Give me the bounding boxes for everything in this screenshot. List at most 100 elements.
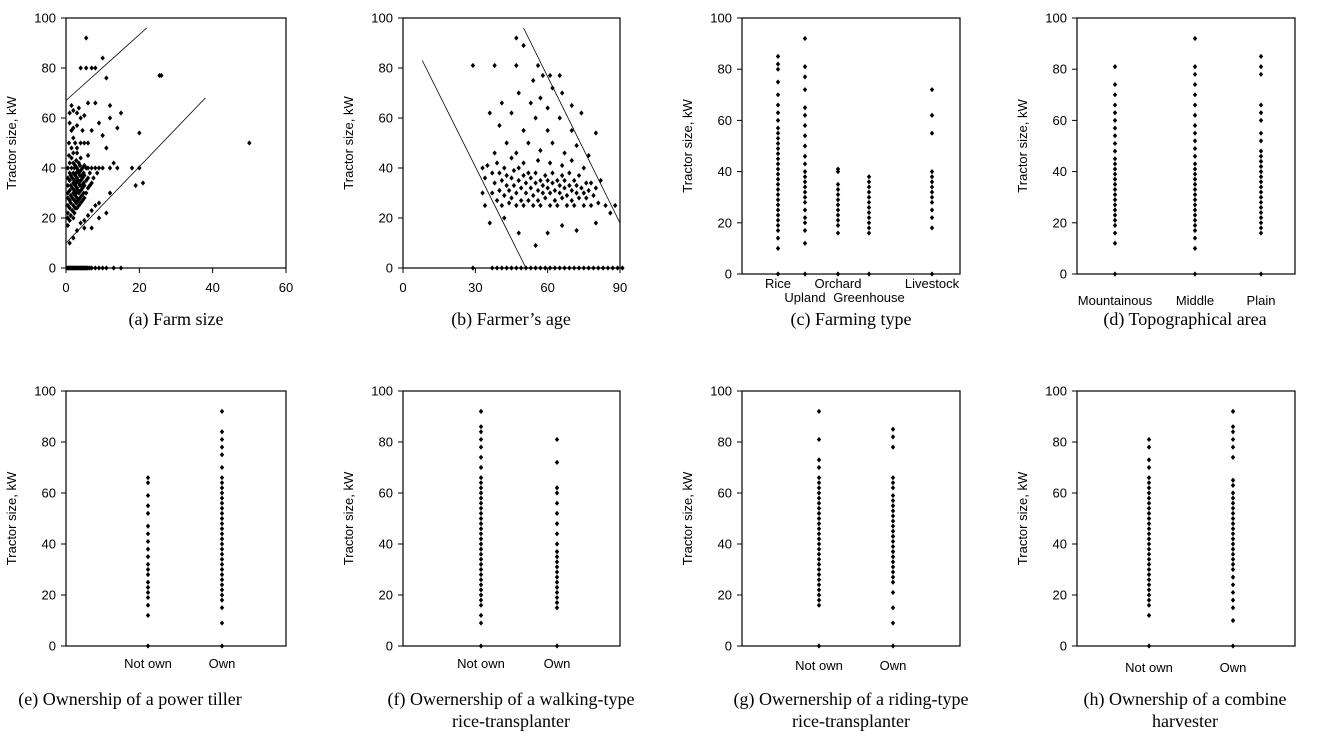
data-point [1146, 464, 1152, 471]
data-point [816, 587, 822, 593]
data-point [802, 122, 808, 129]
data-point [584, 195, 589, 201]
y-tick-label: 40 [42, 537, 56, 552]
data-point [1230, 495, 1236, 501]
data-point [554, 584, 560, 590]
data-point [775, 181, 781, 187]
data-point [1112, 217, 1118, 223]
data-point [554, 541, 560, 547]
data-point [559, 195, 565, 201]
data-point [1112, 197, 1118, 203]
y-tick-label: 40 [718, 537, 732, 552]
plot-frame [402, 390, 621, 647]
data-point [72, 162, 78, 169]
data-point [562, 177, 567, 184]
data-point [118, 110, 124, 116]
data-point [535, 62, 541, 69]
data-point [83, 177, 89, 184]
data-point [78, 167, 83, 174]
data-point [802, 35, 808, 42]
data-point [591, 265, 596, 271]
data-point [219, 546, 225, 552]
data-point [478, 577, 484, 583]
data-point [1146, 500, 1152, 506]
y-tick-label: 60 [1053, 486, 1067, 501]
data-point [145, 602, 151, 608]
data-point [66, 140, 72, 146]
data-point [478, 620, 484, 626]
data-point [91, 175, 96, 181]
data-point [535, 197, 541, 204]
category-label: Not own [795, 658, 843, 673]
data-point [482, 202, 488, 209]
data-point [835, 202, 841, 208]
data-point [1258, 148, 1264, 154]
data-point [775, 207, 781, 213]
category-label: Own [544, 656, 571, 671]
data-point [890, 605, 896, 611]
data-point [866, 174, 872, 180]
x-tick-label: 30 [468, 280, 482, 295]
data-point [85, 152, 91, 159]
data-point [816, 526, 822, 532]
data-point [219, 531, 225, 537]
data-point [866, 209, 872, 216]
data-point [72, 210, 77, 216]
data-point [1192, 92, 1198, 98]
data-point [219, 592, 225, 598]
chart-b: 0 20 40 60 80 100 Tractor size, kW 0 30 60 90 (b) F… [341, 11, 627, 331]
data-point [775, 227, 781, 234]
data-point [1112, 64, 1118, 70]
data-point [890, 643, 896, 649]
data-point [67, 120, 72, 126]
data-point [72, 140, 78, 146]
data-point [514, 202, 519, 209]
data-point [1146, 643, 1152, 649]
trend-line [65, 97, 206, 244]
data-point [107, 190, 113, 196]
chart-g: 0 20 40 60 80 100 Tractor size, kW Not own Own (g… [680, 384, 968, 732]
data-point [219, 605, 225, 611]
data-point [1112, 166, 1118, 172]
data-point [1230, 541, 1236, 547]
data-point [219, 561, 225, 567]
data-point [586, 152, 591, 159]
data-point [802, 199, 808, 205]
data-point [540, 72, 546, 79]
data-point [107, 102, 113, 109]
y-tick-label: 100 [710, 384, 732, 399]
y-tick-label: 0 [725, 267, 732, 282]
data-point [775, 102, 781, 108]
data-point [81, 190, 86, 196]
data-point [1112, 161, 1118, 167]
caption: rice-transplanter [452, 711, 570, 731]
y-tick-label: 80 [1053, 435, 1067, 450]
data-point [775, 130, 781, 136]
data-point [83, 190, 89, 196]
data-point [579, 110, 584, 116]
data-point [1192, 81, 1198, 88]
caption: (f) Owernership of a walking-type [388, 689, 635, 710]
data-point [1112, 202, 1118, 208]
data-point [67, 205, 72, 211]
data-point [1258, 179, 1264, 185]
data-point [775, 53, 781, 59]
data-point [554, 579, 560, 585]
data-point [526, 140, 531, 146]
y-tick-label: 20 [42, 588, 56, 603]
data-point [531, 202, 536, 209]
data-point [591, 192, 596, 199]
data-point [929, 215, 935, 221]
data-point [775, 245, 781, 251]
data-point [1112, 171, 1118, 177]
data-point [494, 160, 500, 166]
data-point [1258, 220, 1264, 226]
data-point [890, 434, 896, 440]
data-point [890, 564, 896, 570]
data-point [1112, 110, 1118, 116]
data-point [890, 579, 896, 585]
y-tick-label: 20 [1053, 588, 1067, 603]
caption: (a) Farm size [129, 309, 224, 330]
data-point [1258, 189, 1264, 195]
data-point [82, 217, 87, 224]
